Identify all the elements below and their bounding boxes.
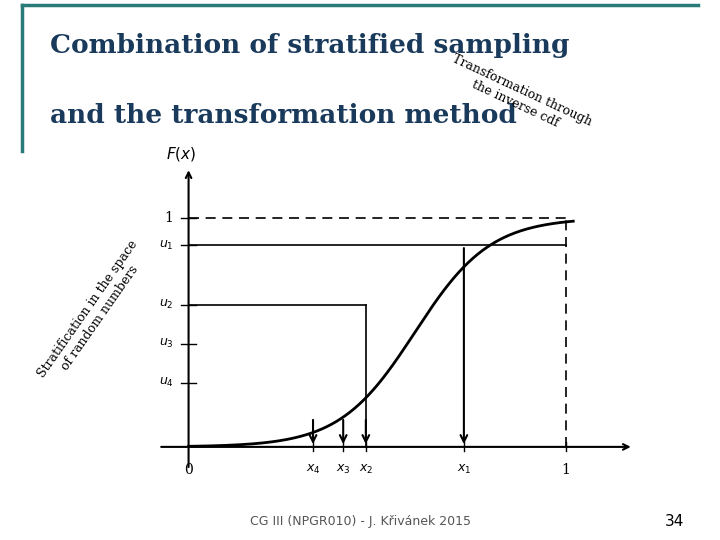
Text: and the transformation method: and the transformation method	[50, 103, 517, 128]
Text: $x_{3}$: $x_{3}$	[336, 463, 351, 476]
Text: $x_{2}$: $x_{2}$	[359, 463, 373, 476]
Text: CG III (NPGR010) - J. Křivánek 2015: CG III (NPGR010) - J. Křivánek 2015	[250, 515, 470, 528]
Text: $u_{4}$: $u_{4}$	[158, 376, 174, 389]
Text: Transformation through
the inverse cdf: Transformation through the inverse cdf	[444, 52, 593, 142]
Text: 1: 1	[165, 211, 174, 225]
Text: Stratification in the space
of random numbers: Stratification in the space of random nu…	[35, 238, 152, 389]
Text: $x_{1}$: $x_{1}$	[456, 463, 471, 476]
Text: Combination of stratified sampling: Combination of stratified sampling	[50, 33, 570, 58]
Text: $u_{3}$: $u_{3}$	[158, 338, 174, 350]
Text: 34: 34	[665, 514, 684, 529]
Text: $u_{2}$: $u_{2}$	[159, 298, 174, 312]
Text: $F(x)$: $F(x)$	[166, 145, 196, 163]
Text: $x_{4}$: $x_{4}$	[306, 463, 320, 476]
Text: 0: 0	[184, 463, 193, 477]
Text: $u_{1}$: $u_{1}$	[159, 239, 174, 252]
Text: 1: 1	[562, 463, 570, 477]
